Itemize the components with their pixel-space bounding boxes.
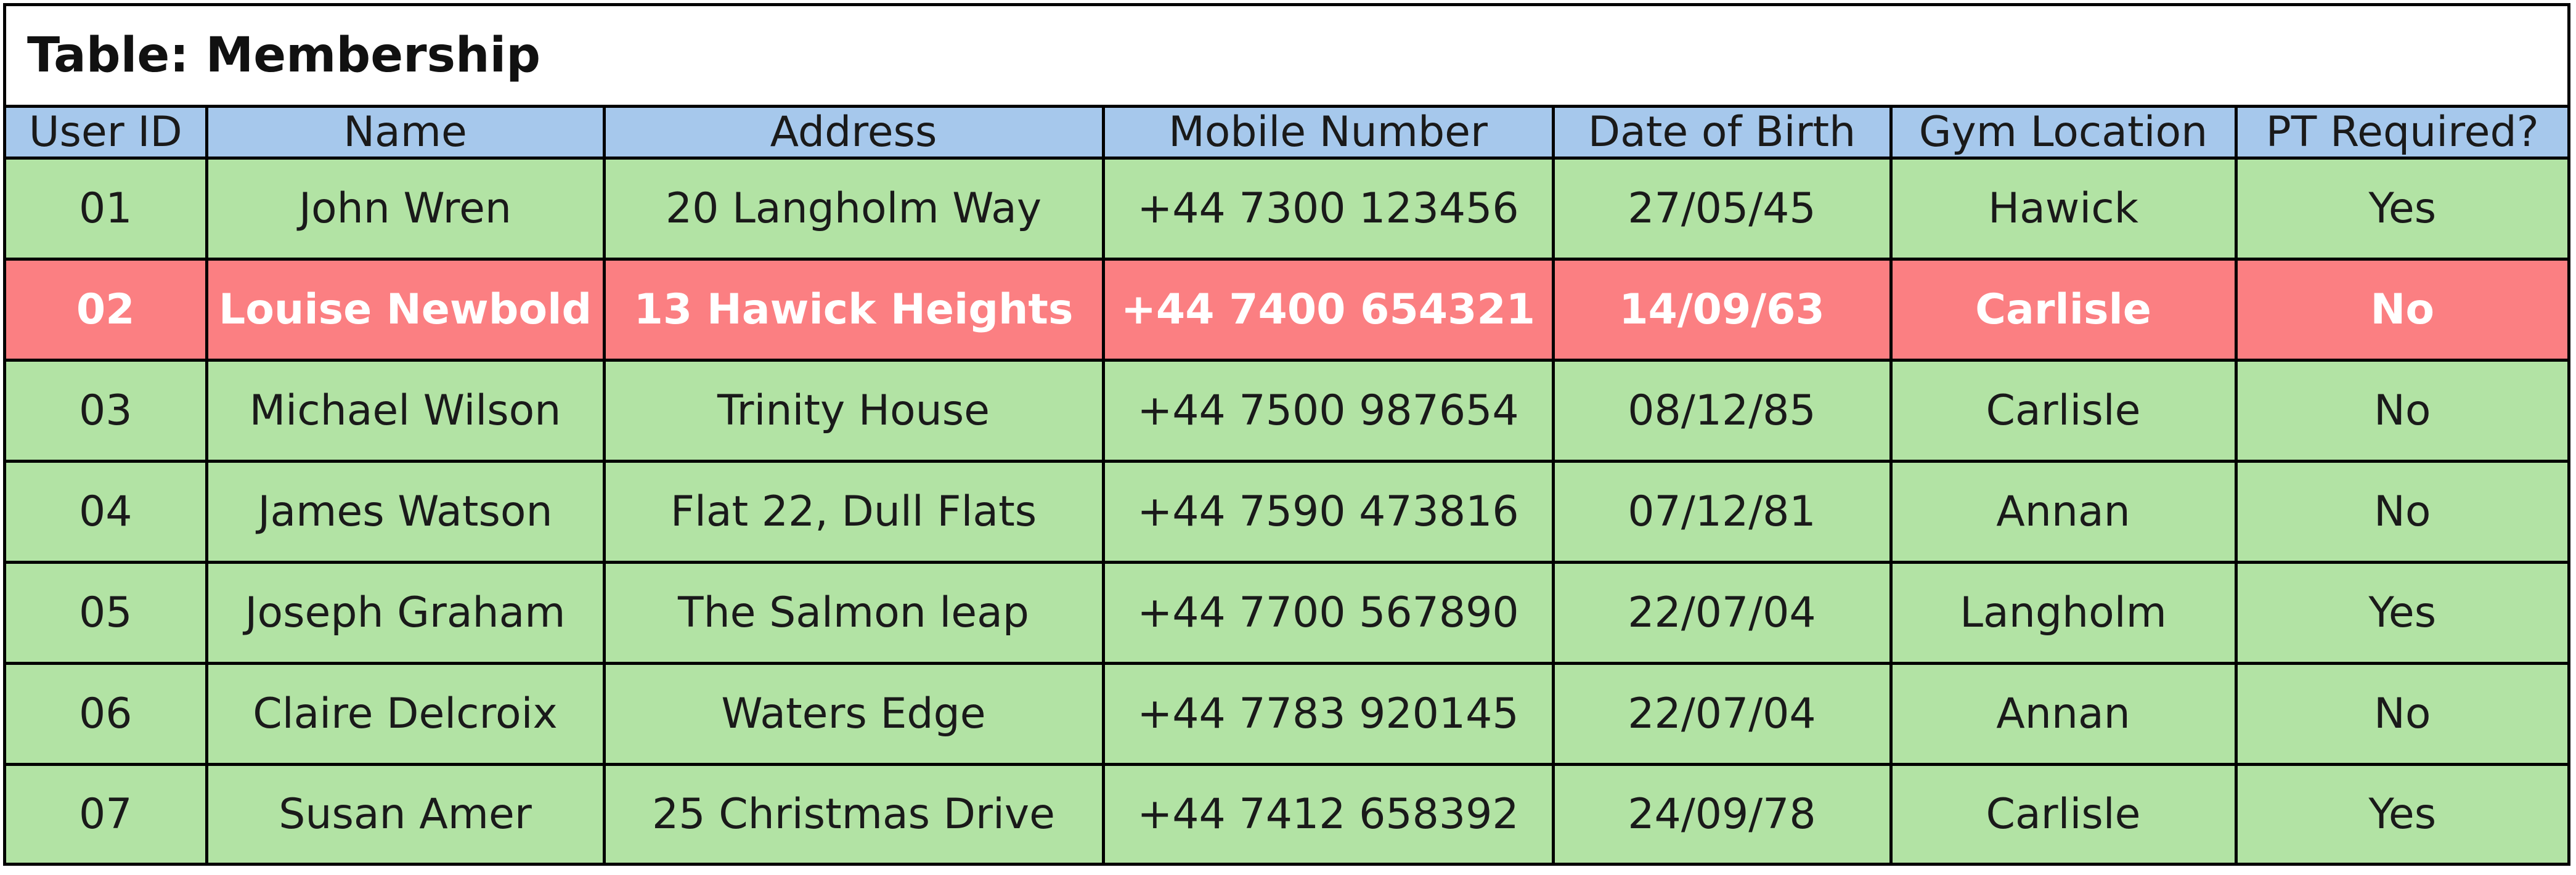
cell-pt-required: Yes bbox=[2234, 763, 2567, 863]
cell-name: James Watson bbox=[205, 460, 606, 564]
table-row: 05 Joseph Graham The Salmon leap +44 7700 5… bbox=[6, 561, 2567, 665]
cell-name: Michael Wilson bbox=[205, 359, 606, 463]
cell-user-id: 03 bbox=[6, 359, 208, 463]
cell-user-id: 04 bbox=[6, 460, 208, 564]
cell-gym-location: Carlisle bbox=[1889, 359, 2238, 463]
cell-date-of-birth: 07/12/81 bbox=[1551, 460, 1893, 564]
cell-gym-location: Hawick bbox=[1889, 156, 2238, 261]
table-row: 04 James Watson Flat 22, Dull Flats +44 759… bbox=[6, 460, 2567, 564]
table-title: Table: Membership bbox=[27, 28, 541, 83]
membership-table-container: Table: Membership User ID Name Address M… bbox=[3, 3, 2570, 866]
cell-date-of-birth: 08/12/85 bbox=[1551, 359, 1893, 463]
cell-name: Louise Newbold bbox=[205, 258, 606, 362]
cell-date-of-birth: 22/07/04 bbox=[1551, 662, 1893, 767]
cell-user-id: 02 bbox=[6, 258, 208, 362]
cell-gym-location: Carlisle bbox=[1889, 763, 2238, 863]
cell-user-id: 01 bbox=[6, 156, 208, 261]
cell-mobile-number: +44 7783 920145 bbox=[1101, 662, 1555, 767]
cell-date-of-birth: 22/07/04 bbox=[1551, 561, 1893, 665]
cell-name: Claire Delcroix bbox=[205, 662, 606, 767]
cell-address: 13 Hawick Heights bbox=[602, 258, 1105, 362]
cell-pt-required: No bbox=[2234, 662, 2567, 767]
membership-table: User ID Name Address Mobile Number Date … bbox=[6, 108, 2567, 863]
cell-mobile-number: +44 7400 654321 bbox=[1101, 258, 1555, 362]
header-pt-required: PT Required? bbox=[2234, 108, 2567, 160]
cell-mobile-number: +44 7590 473816 bbox=[1101, 460, 1555, 564]
cell-date-of-birth: 27/05/45 bbox=[1551, 156, 1893, 261]
cell-pt-required: No bbox=[2234, 359, 2567, 463]
cell-pt-required: Yes bbox=[2234, 156, 2567, 261]
table-title-bar: Table: Membership bbox=[6, 6, 2567, 108]
table-row: 03 Michael Wilson Trinity House +44 7500 98… bbox=[6, 359, 2567, 463]
cell-address: Flat 22, Dull Flats bbox=[602, 460, 1105, 564]
cell-gym-location: Annan bbox=[1889, 460, 2238, 564]
cell-pt-required: No bbox=[2234, 258, 2567, 362]
cell-address: Trinity House bbox=[602, 359, 1105, 463]
table-row: 07 Susan Amer 25 Christmas Drive +44 7412 6… bbox=[6, 763, 2567, 863]
table-header-row: User ID Name Address Mobile Number Date … bbox=[6, 108, 2567, 160]
cell-mobile-number: +44 7412 658392 bbox=[1101, 763, 1555, 863]
cell-mobile-number: +44 7300 123456 bbox=[1101, 156, 1555, 261]
cell-mobile-number: +44 7700 567890 bbox=[1101, 561, 1555, 665]
cell-date-of-birth: 14/09/63 bbox=[1551, 258, 1893, 362]
cell-name: John Wren bbox=[205, 156, 606, 261]
cell-gym-location: Annan bbox=[1889, 662, 2238, 767]
header-mobile-number: Mobile Number bbox=[1101, 108, 1555, 160]
header-user-id: User ID bbox=[6, 108, 208, 160]
cell-gym-location: Langholm bbox=[1889, 561, 2238, 665]
table-row: 06 Claire Delcroix Waters Edge +44 7783 920… bbox=[6, 662, 2567, 767]
cell-address: 20 Langholm Way bbox=[602, 156, 1105, 261]
cell-pt-required: No bbox=[2234, 460, 2567, 564]
cell-user-id: 06 bbox=[6, 662, 208, 767]
header-address: Address bbox=[602, 108, 1105, 160]
cell-user-id: 07 bbox=[6, 763, 208, 863]
cell-date-of-birth: 24/09/78 bbox=[1551, 763, 1893, 863]
cell-pt-required: Yes bbox=[2234, 561, 2567, 665]
cell-mobile-number: +44 7500 987654 bbox=[1101, 359, 1555, 463]
cell-address: Waters Edge bbox=[602, 662, 1105, 767]
table-row-highlighted: 02 Louise Newbold 13 Hawick Heights +44 740… bbox=[6, 258, 2567, 362]
header-date-of-birth: Date of Birth bbox=[1551, 108, 1893, 160]
table-row: 01 John Wren 20 Langholm Way +44 7300 12345… bbox=[6, 156, 2567, 261]
cell-name: Susan Amer bbox=[205, 763, 606, 863]
header-gym-location: Gym Location bbox=[1889, 108, 2238, 160]
cell-address: The Salmon leap bbox=[602, 561, 1105, 665]
cell-gym-location: Carlisle bbox=[1889, 258, 2238, 362]
cell-user-id: 05 bbox=[6, 561, 208, 665]
header-name: Name bbox=[205, 108, 606, 160]
cell-address: 25 Christmas Drive bbox=[602, 763, 1105, 863]
cell-name: Joseph Graham bbox=[205, 561, 606, 665]
table-body: 01 John Wren 20 Langholm Way +44 7300 12345… bbox=[6, 156, 2567, 863]
